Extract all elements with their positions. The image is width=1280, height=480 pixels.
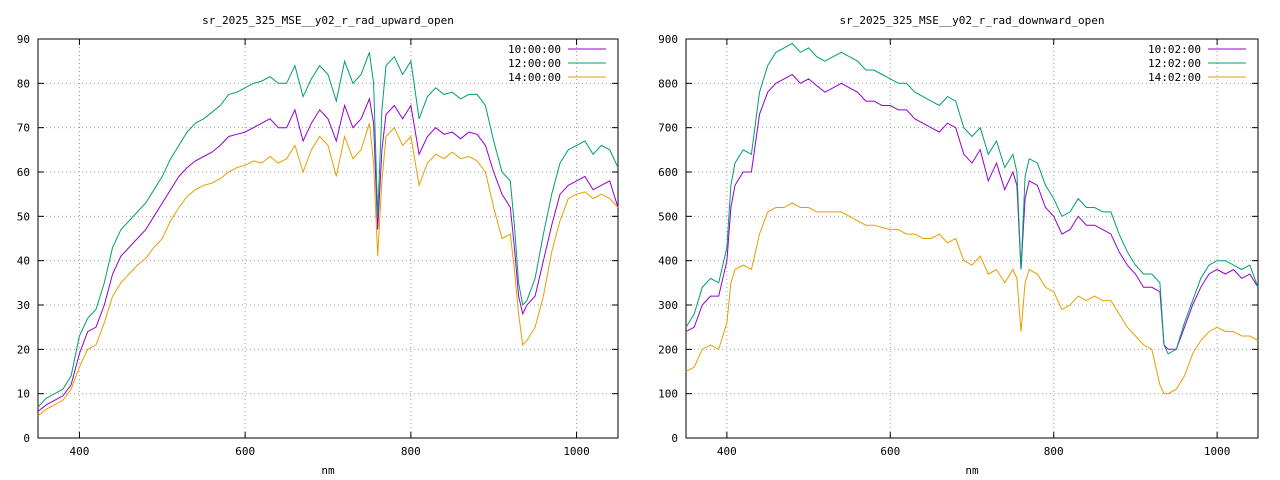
- y-tick-label: 0: [23, 432, 30, 445]
- y-tick-label: 20: [17, 343, 30, 356]
- chart-panel-1: sr_2025_325_MSE__y02_r_rad_upward_open 0 1…: [17, 14, 619, 477]
- series-line-1: [685, 73, 1259, 350]
- x-tick-label: 600: [880, 445, 900, 458]
- y-tick-label: 0: [671, 432, 678, 445]
- legend-label: 12:02:00: [1148, 57, 1201, 70]
- y-tick-label: 900: [658, 33, 678, 46]
- y-tick-label: 50: [17, 210, 30, 223]
- y-tick-label: 10: [17, 388, 30, 401]
- legend-label: 14:00:00: [508, 71, 561, 84]
- x-axis-label: nm: [321, 464, 335, 477]
- y-tick-label: 30: [17, 299, 30, 312]
- y-tick-label: 60: [17, 166, 30, 179]
- y-tick-label: 200: [658, 343, 678, 356]
- x-tick-label: 800: [1044, 445, 1064, 458]
- series-line-3: [685, 202, 1259, 395]
- series-line-2: [685, 42, 1259, 355]
- y-tick-label: 300: [658, 299, 678, 312]
- legend-label: 10:00:00: [508, 43, 561, 56]
- y-tick-label: 70: [17, 122, 30, 135]
- legend-label: 14:02:00: [1148, 71, 1201, 84]
- y-tick-label: 500: [658, 210, 678, 223]
- x-tick-label: 400: [69, 445, 89, 458]
- x-axis-label: nm: [965, 464, 979, 477]
- series-line-2: [37, 52, 619, 408]
- x-tick-label: 1000: [563, 445, 590, 458]
- chart-title: sr_2025_325_MSE__y02_r_rad_upward_open: [202, 14, 454, 27]
- x-tick-label: 400: [717, 445, 737, 458]
- series-line-3: [37, 123, 619, 417]
- y-tick-label: 700: [658, 122, 678, 135]
- x-tick-label: 800: [401, 445, 421, 458]
- y-tick-label: 40: [17, 255, 30, 268]
- x-tick-label: 1000: [1204, 445, 1231, 458]
- chart-panel-2: sr_2025_325_MSE__y02_r_rad_downward_open…: [658, 14, 1259, 477]
- series-line-1: [37, 97, 619, 412]
- legend-label: 10:02:00: [1148, 43, 1201, 56]
- legend-label: 12:00:00: [508, 57, 561, 70]
- plot-frame: [37, 38, 619, 439]
- chart-title: sr_2025_325_MSE__y02_r_rad_downward_open: [840, 14, 1105, 27]
- x-tick-label: 600: [235, 445, 255, 458]
- y-tick-label: 600: [658, 166, 678, 179]
- y-tick-label: 80: [17, 77, 30, 90]
- plot-frame: [685, 38, 1259, 439]
- y-tick-label: 800: [658, 77, 678, 90]
- y-tick-label: 100: [658, 388, 678, 401]
- y-tick-label: 90: [17, 33, 30, 46]
- y-tick-label: 400: [658, 255, 678, 268]
